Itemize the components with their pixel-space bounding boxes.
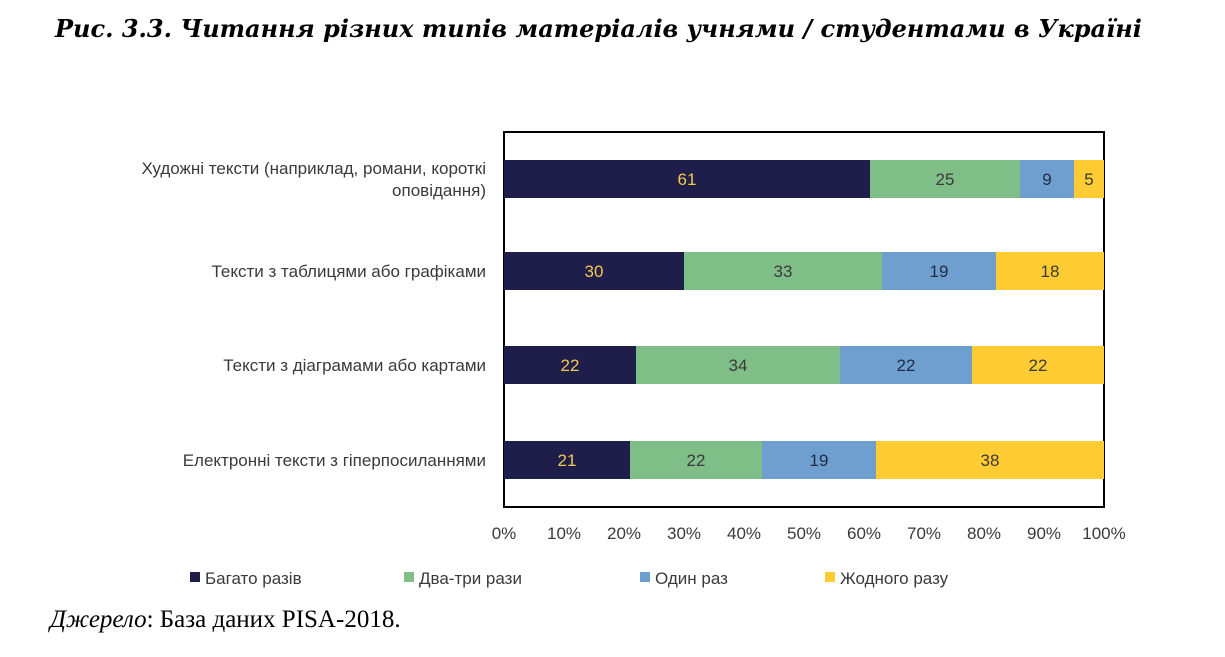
bar-segment: [876, 441, 1104, 479]
x-tick-label: 70%: [907, 524, 941, 543]
data-label: 19: [930, 262, 949, 281]
data-label: 22: [687, 451, 706, 470]
data-label: 9: [1042, 170, 1051, 189]
source-note: Джерело: База даних PISA-2018.: [50, 606, 401, 634]
x-tick-label: 50%: [787, 524, 821, 543]
x-tick-label: 10%: [547, 524, 581, 543]
legend-label: Один раз: [655, 569, 728, 588]
x-tick-label: 0%: [492, 524, 517, 543]
bar-segment: [684, 252, 882, 290]
bar-segment: [1020, 160, 1074, 198]
x-tick-label: 20%: [607, 524, 641, 543]
bar-segment: [996, 252, 1104, 290]
bar-segment: [762, 441, 876, 479]
category-label: Тексти з таблицями або графіками: [211, 262, 486, 281]
x-tick-label: 100%: [1082, 524, 1125, 543]
legend-swatch: [825, 572, 835, 582]
data-label: 61: [678, 170, 697, 189]
data-label: 22: [561, 356, 580, 375]
source-label: Джерело: [50, 606, 147, 633]
legend-swatch: [640, 572, 650, 582]
x-tick-label: 80%: [967, 524, 1001, 543]
source-text: : База даних PISA-2018.: [146, 606, 401, 633]
bar-segment: [630, 441, 762, 479]
category-label: Електронні тексти з гіперпосиланнями: [183, 451, 486, 470]
data-label: 33: [774, 262, 793, 281]
bar-segment: [504, 252, 684, 290]
category-label: Тексти з діаграмами або картами: [223, 356, 486, 375]
bar-segment: [504, 346, 636, 384]
bars-group: 61 25 9 5 30 33 19 18 22 34 22 22 21 22 19 38: [504, 160, 1104, 479]
data-label: 22: [1029, 356, 1048, 375]
data-label: 19: [810, 451, 829, 470]
bar-segment: [504, 441, 630, 479]
category-label: Художні тексти (наприклад, романи, корот…: [141, 159, 486, 178]
x-tick-label: 40%: [727, 524, 761, 543]
x-tick-label: 30%: [667, 524, 701, 543]
data-label: 25: [936, 170, 955, 189]
legend-swatch: [404, 572, 414, 582]
x-tick-label: 90%: [1027, 524, 1061, 543]
stacked-bar-chart: 61 25 9 5 30 33 19 18 22 34 22 22 21 22 19 38 Художні т…: [141, 131, 1126, 588]
bar-segment: [972, 346, 1104, 384]
x-axis-tick-labels: 0% 10% 20% 30% 40% 50% 60% 70% 80% 90% 100%: [492, 524, 1126, 543]
category-labels: Художні тексти (наприклад, романи, корот…: [141, 159, 486, 470]
bar-segment: [1074, 160, 1104, 198]
legend-label: Багато разів: [205, 569, 302, 588]
data-label: 34: [729, 356, 748, 375]
data-label: 18: [1041, 262, 1060, 281]
x-tick-label: 60%: [847, 524, 881, 543]
data-label: 5: [1084, 170, 1093, 189]
category-label: оповідання): [392, 181, 486, 200]
bar-segment: [636, 346, 840, 384]
legend: Багато разів Два-три рази Один раз Жодного …: [190, 569, 949, 588]
legend-label: Жодного разу: [840, 569, 949, 588]
data-label: 22: [897, 356, 916, 375]
data-label: 21: [558, 451, 577, 470]
legend-swatch: [190, 572, 200, 582]
bar-segment: [504, 160, 870, 198]
bar-segment: [882, 252, 996, 290]
legend-label: Два-три рази: [419, 569, 522, 588]
data-label: 38: [981, 451, 1000, 470]
bar-segment: [840, 346, 972, 384]
bar-segment: [870, 160, 1020, 198]
data-label: 30: [585, 262, 604, 281]
figure-title: Рис. 3.3. Читання різних типів матеріалі…: [55, 14, 1142, 43]
